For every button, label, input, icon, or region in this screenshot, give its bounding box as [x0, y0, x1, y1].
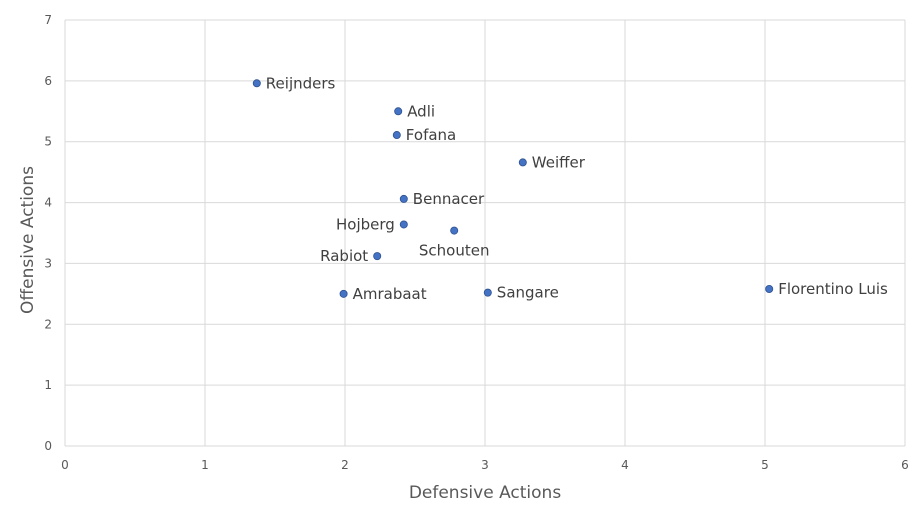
y-tick-label: 3	[44, 256, 52, 270]
point-labels: Reijnders Adli Fofana Weiffer Bennacer Hojber…	[266, 74, 888, 303]
data-label: Hojberg	[336, 215, 395, 233]
y-tick-label: 5	[44, 135, 52, 149]
data-label: Fofana	[406, 126, 456, 144]
data-label: Amrabaat	[353, 285, 427, 303]
data-point	[252, 79, 261, 88]
data-label: Schouten	[419, 242, 490, 260]
data-point	[399, 194, 408, 203]
data-point	[373, 252, 382, 261]
x-tick-label: 5	[761, 458, 769, 472]
data-label: Adli	[407, 102, 435, 120]
y-tick-label: 0	[44, 439, 52, 453]
y-tick-label: 1	[44, 378, 52, 392]
x-tick-label: 4	[621, 458, 629, 472]
data-label: Sangare	[497, 284, 559, 302]
data-points	[252, 79, 774, 298]
y-tick-label: 4	[44, 196, 52, 210]
y-tick-label: 2	[44, 317, 52, 331]
gridlines	[64, 19, 906, 447]
x-tick-label: 3	[481, 458, 489, 472]
x-tick-label: 6	[901, 458, 909, 472]
data-label: Rabiot	[320, 247, 368, 265]
data-point	[394, 107, 403, 116]
data-point	[399, 220, 408, 229]
data-point	[483, 288, 492, 297]
tick-labels: 0 1 2 3 4 5 6 0 1 2 3 4 5 6 7	[44, 13, 908, 472]
data-point	[392, 131, 401, 140]
x-tick-label: 0	[61, 458, 69, 472]
x-tick-label: 1	[201, 458, 209, 472]
y-tick-label: 7	[44, 13, 52, 27]
data-label: Reijnders	[266, 74, 336, 92]
data-label: Weiffer	[532, 153, 586, 171]
data-label: Bennacer	[413, 190, 485, 208]
data-point	[450, 226, 459, 235]
y-axis-title: Offensive Actions	[18, 166, 38, 314]
x-axis-title: Defensive Actions	[409, 483, 562, 503]
data-point	[518, 158, 527, 167]
y-tick-label: 6	[44, 74, 52, 88]
x-tick-label: 2	[341, 458, 349, 472]
data-label: Florentino Luis	[778, 280, 888, 298]
data-point	[765, 284, 774, 293]
data-point	[339, 289, 348, 298]
